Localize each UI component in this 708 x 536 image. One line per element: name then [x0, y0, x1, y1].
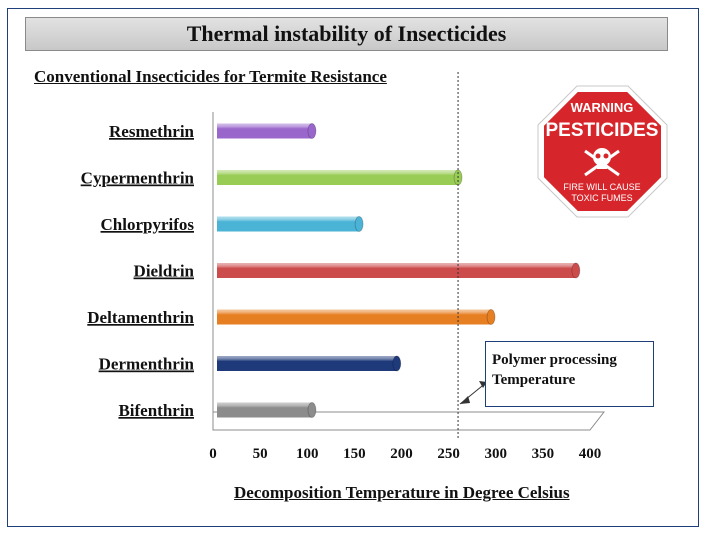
category-labels: Resmethrin Cypermenthrin Chlorpyrifos Dield… [81, 122, 195, 420]
bar-shade [217, 263, 576, 278]
tick-labels: 0 50 100 150 200 250 300 350 400 [209, 446, 601, 462]
chart-bars [217, 123, 581, 418]
tick-label: 50 [253, 446, 268, 462]
bar-end-cap [486, 309, 496, 325]
category-label: Dermenthrin [99, 355, 195, 374]
tick-label: 350 [532, 446, 555, 462]
bar-shade [217, 309, 492, 325]
bar-end-cap [307, 402, 317, 418]
annotation-line2: Temperature [492, 372, 576, 388]
reference-line-annotation: Polymer processing Temperature [485, 341, 654, 407]
tick-label: 0 [209, 446, 217, 462]
category-label: Dieldrin [134, 262, 195, 281]
annotation-arrow-head [460, 396, 471, 404]
bar-shade [217, 356, 397, 371]
x-axis-label: Decomposition Temperature in Degree Cels… [234, 483, 570, 502]
skull-icon [584, 148, 620, 177]
annotation-line1: Polymer processing [492, 352, 617, 368]
warning-sign: WARNING PESTICIDES FIRE WILL CAUSE TOXIC… [537, 85, 668, 218]
tick-label: 100 [296, 446, 319, 462]
tick-label: 400 [579, 446, 602, 462]
bar-shade [217, 216, 360, 232]
bar-end-cap [392, 355, 402, 372]
category-label: Bifenthrin [118, 401, 194, 420]
reference-line-group [457, 72, 488, 438]
category-label: Deltamenthrin [87, 308, 194, 327]
tick-label: 300 [485, 446, 508, 462]
tick-label: 200 [390, 446, 413, 462]
sign-fire-text: FIRE WILL CAUSE [563, 182, 640, 192]
bar-end-cap [354, 216, 364, 232]
sign-fumes-text: TOXIC FUMES [571, 193, 632, 203]
category-label: Chlorpyrifos [101, 215, 195, 234]
category-label: Cypermenthrin [81, 169, 195, 188]
sign-warning-text: WARNING [571, 100, 634, 115]
bar-end-cap [571, 262, 581, 279]
sign-pesticides-text: PESTICIDES [546, 120, 659, 141]
tick-label: 250 [437, 446, 460, 462]
chart-title: Thermal instability of Insecticides [25, 17, 668, 51]
bar-shade [217, 170, 459, 185]
category-label: Resmethrin [109, 122, 195, 141]
bar-end-cap [307, 123, 317, 139]
bar-shade [217, 402, 312, 418]
bar-shade [217, 123, 312, 139]
chart-subtitle: Conventional Insecticides for Termite Re… [34, 67, 387, 86]
stop-sign-border [537, 85, 668, 218]
tick-label: 150 [343, 446, 366, 462]
